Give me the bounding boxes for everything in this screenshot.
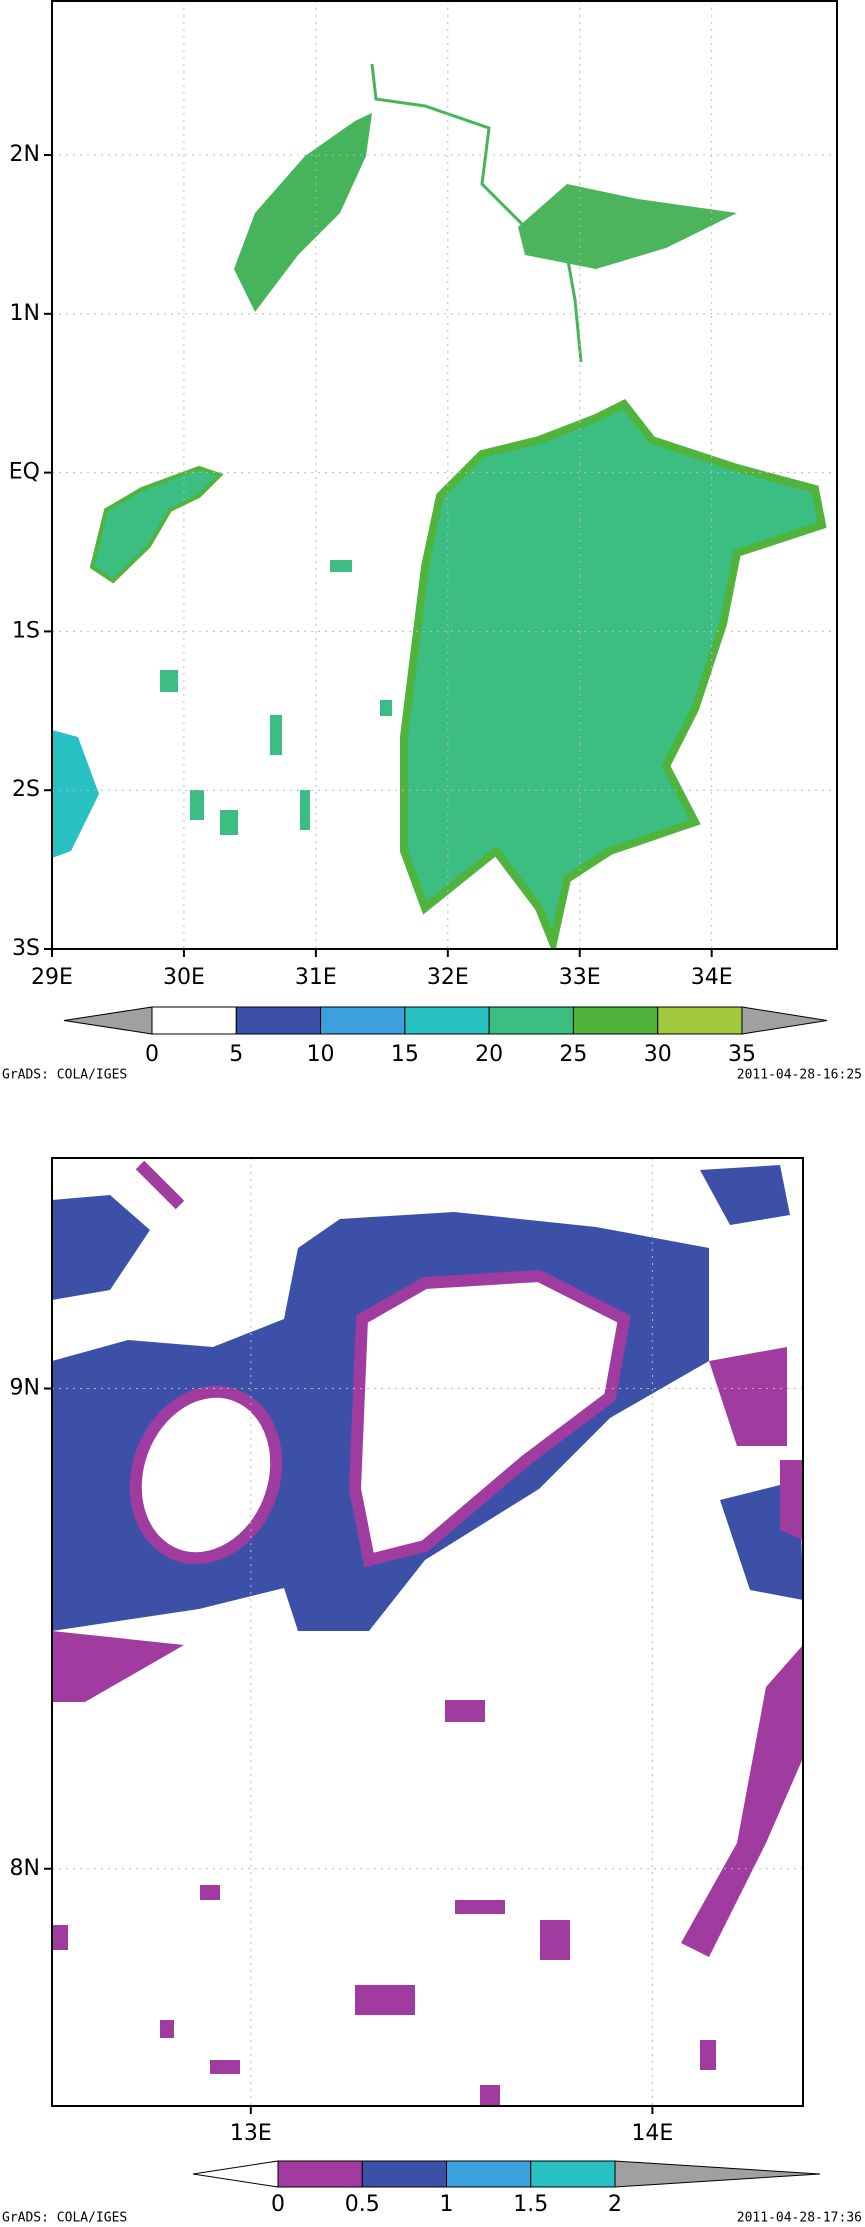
lake-kyoga [518, 184, 737, 269]
band-blue [52, 1195, 150, 1300]
band-purple [135, 1160, 185, 1210]
pixel [160, 2020, 174, 2038]
band-purple [780, 1460, 803, 1540]
river [370, 63, 527, 229]
y-tick-label: EQ [9, 460, 40, 485]
pixel [445, 1700, 485, 1722]
y-tick-label: 2N [10, 142, 40, 167]
colorbar-label: 30 [644, 1042, 672, 1067]
footer-right: 2011-04-28-17:36 [737, 2211, 862, 2226]
footer-left: GrADS: COLA/IGES [2, 1068, 127, 1083]
pixel [330, 560, 352, 572]
band-blue [700, 1165, 790, 1225]
x-tick-label: 32E [427, 965, 469, 990]
colorbar-box [572, 1006, 659, 1035]
x-tick-label: 13E [230, 2121, 272, 2146]
pixel [190, 790, 204, 820]
map-field [52, 1160, 803, 2105]
colorbar-over [741, 1006, 828, 1035]
lake-tanganyika [52, 730, 99, 858]
hole [348, 1269, 631, 1568]
pixel [480, 2085, 500, 2105]
lake-victoria [400, 398, 827, 949]
hole [129, 1385, 283, 1565]
colorbar-box [235, 1006, 322, 1035]
colorbar-under [192, 2160, 279, 2188]
x-tick-label: 34E [691, 965, 733, 990]
map-frame [51, 1157, 804, 2107]
y-tick-label: 1S [12, 618, 40, 643]
colorbar-box [361, 2160, 447, 2188]
pixel [220, 810, 238, 835]
colorbar-label: 1.5 [513, 2192, 548, 2217]
pixel [160, 670, 178, 692]
colorbar-label: 20 [475, 1042, 503, 1067]
pixel [200, 1885, 220, 1900]
colorbar-box [320, 1006, 406, 1035]
x-tick-label: 30E [163, 965, 205, 990]
pixel [355, 1985, 415, 2015]
colorbar-label: 15 [391, 1042, 419, 1067]
colorbar-label: 0 [271, 2192, 285, 2217]
colorbar-box [446, 2160, 532, 2188]
x-tick-label: 14E [631, 2121, 673, 2146]
x-tick-label: 31E [295, 965, 337, 990]
pixel [540, 1920, 570, 1960]
footer-left: GrADS: COLA/IGES [2, 2211, 127, 2226]
map-frame [51, 0, 838, 950]
pixel [210, 2060, 240, 2074]
colorbar-label: 5 [229, 1042, 243, 1067]
band-purple [52, 1631, 184, 1702]
y-tick-label: 8N [10, 1856, 40, 1881]
colorbar-over [614, 2160, 821, 2188]
pixel [455, 1900, 505, 1914]
colorbar-box [151, 1006, 237, 1035]
pixel [52, 1925, 68, 1950]
y-tick-label: 1N [10, 301, 40, 326]
y-tick-label: 2S [12, 777, 40, 802]
colorbar-label: 0 [145, 1042, 159, 1067]
colorbar-label: 25 [559, 1042, 587, 1067]
band-purple [709, 1347, 787, 1446]
x-tick-label: 29E [31, 965, 73, 990]
colorbar-under [63, 1006, 153, 1035]
river [565, 254, 583, 363]
pixel [270, 715, 282, 755]
y-tick-label: 3S [12, 936, 40, 961]
pixel [380, 700, 392, 716]
colorbar-box [657, 1006, 743, 1035]
footer-right: 2011-04-28-16:25 [737, 1068, 862, 1083]
colorbar-label: 1 [440, 2192, 454, 2217]
colorbar-box [277, 2160, 363, 2188]
colorbar-box [488, 1006, 574, 1035]
x-tick-label: 33E [559, 965, 601, 990]
colorbar-box [530, 2160, 616, 2188]
colorbar-label: 35 [728, 1042, 756, 1067]
lake-albert [234, 113, 372, 312]
colorbar-label: 2 [608, 2192, 622, 2217]
y-tick-label: 9N [10, 1376, 40, 1401]
colorbar-label: 10 [307, 1042, 335, 1067]
pixel [300, 790, 310, 830]
colorbar-box [404, 1006, 490, 1035]
lake-edward [89, 465, 224, 584]
colorbar-label: 0.5 [345, 2192, 380, 2217]
band-purple [681, 1645, 803, 1957]
map-field [52, 63, 827, 949]
pixel [700, 2040, 716, 2070]
